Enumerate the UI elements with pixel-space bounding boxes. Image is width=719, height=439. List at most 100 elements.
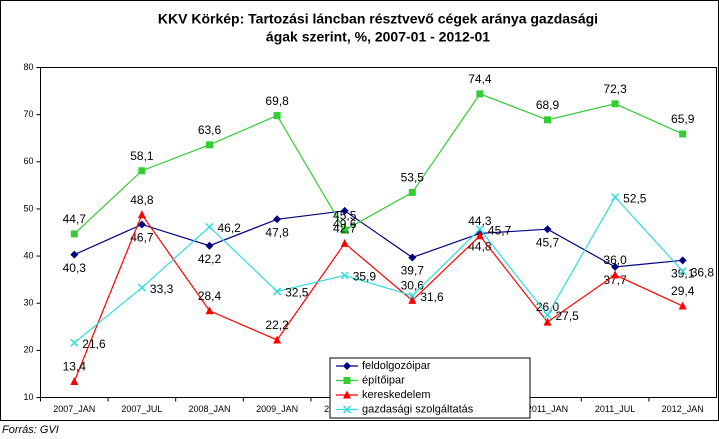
value-label: 13,4 (63, 360, 87, 374)
chart-title: ágak szerint, %, 2007-01 - 2012-01 (266, 29, 490, 45)
point-marker (138, 167, 146, 175)
y-tick-label: 50 (23, 203, 33, 213)
series-line (73, 93, 683, 235)
value-label: 42,2 (198, 252, 222, 266)
value-label: 46,7 (130, 231, 154, 245)
point-marker (408, 253, 417, 262)
point-marker (408, 291, 417, 300)
point-marker (340, 206, 349, 215)
legend-marker (343, 362, 351, 370)
point-marker (137, 210, 146, 219)
point-marker (544, 116, 551, 124)
point-marker (475, 231, 484, 240)
point-marker (678, 256, 687, 265)
point-marker (340, 238, 349, 247)
point-marker (476, 90, 484, 98)
point-marker (611, 262, 620, 271)
value-label: 39,7 (401, 264, 425, 278)
value-label: 39,1 (671, 266, 695, 280)
chart-title: KKV Körkép: Tartozási láncban résztvevő … (158, 11, 598, 27)
value-label: 65,9 (671, 112, 695, 126)
value-label: 29,4 (671, 284, 695, 298)
point-marker (70, 250, 79, 259)
legend-box (329, 357, 531, 419)
y-tick-label: 40 (23, 250, 33, 260)
series-line (73, 213, 683, 382)
point-marker (205, 241, 214, 250)
point-marker (611, 193, 620, 202)
x-tick-label: 2008_JAN (188, 404, 230, 414)
value-label: 72,3 (603, 82, 627, 96)
value-label: 53,5 (401, 171, 425, 185)
value-label: 22,2 (265, 318, 289, 332)
y-tick-label: 60 (23, 156, 33, 166)
point-marker (273, 112, 281, 120)
value-label: 35,9 (353, 270, 377, 284)
y-tick-label: 20 (23, 345, 33, 355)
legend-label: gazdasági szolgáltatás (362, 403, 474, 415)
x-tick-label: 2007_JAN (53, 404, 95, 414)
point-marker (205, 222, 214, 231)
value-label: 36,0 (603, 253, 627, 267)
point-marker (70, 230, 78, 238)
chart-frame (0, 0, 719, 421)
value-label: 69,8 (265, 94, 289, 108)
point-marker (543, 317, 552, 326)
value-label: 45,7 (536, 235, 560, 249)
value-label: 63,6 (198, 123, 222, 137)
series-line (73, 196, 684, 344)
y-tick-label: 30 (23, 298, 33, 308)
point-marker (205, 306, 214, 315)
value-label: 42,7 (333, 222, 357, 236)
point-marker (70, 338, 79, 347)
value-label: 45,7 (488, 223, 512, 237)
value-label: 46,2 (218, 221, 242, 235)
y-tick-label: 70 (23, 109, 33, 119)
legend-label: építőipar (362, 374, 405, 386)
value-label: 58,1 (130, 149, 154, 163)
x-tick-label: 2011_JUL (595, 404, 635, 414)
value-label: 47,8 (265, 225, 289, 239)
point-marker (408, 188, 416, 196)
y-tick-label: 80 (23, 62, 33, 72)
point-marker (340, 271, 349, 280)
point-marker (137, 220, 146, 229)
value-label: 33,3 (150, 282, 174, 296)
point-marker (543, 310, 552, 320)
point-marker (678, 301, 687, 310)
point-marker (273, 335, 282, 344)
x-tick-label: 2012_JAN (662, 404, 704, 414)
point-marker (70, 376, 79, 385)
point-marker (679, 130, 687, 138)
value-label: 27,5 (556, 309, 580, 323)
value-label: 21,6 (82, 337, 106, 351)
point-marker (273, 287, 282, 296)
point-marker (475, 225, 484, 234)
source: Forrás: GVI (2, 424, 59, 436)
value-label: 36,8 (691, 265, 715, 279)
series-line (74, 210, 683, 268)
legend-label: feldolgozóipar (362, 360, 431, 372)
legend-marker (343, 377, 351, 384)
x-tick-label: 2011_JAN (527, 404, 568, 414)
x-tick-label: 2007_JUL (121, 404, 162, 414)
value-label: 32,5 (285, 286, 309, 300)
legend-marker (343, 390, 351, 399)
x-tick-label: 2009_JAN (256, 404, 298, 414)
legend-label: kereskedelem (362, 389, 430, 401)
value-label: 48,8 (130, 193, 154, 207)
value-label: 31,6 (420, 290, 444, 304)
value-label: 44,3 (468, 214, 492, 228)
point-marker (137, 283, 146, 292)
point-marker (543, 225, 552, 234)
y-tick-label: 10 (23, 392, 33, 402)
point-marker (611, 100, 619, 108)
point-marker (206, 141, 213, 149)
value-label: 28,4 (198, 289, 222, 303)
value-label: 44,7 (63, 212, 87, 226)
point-marker (678, 267, 687, 276)
value-label: 37,7 (603, 273, 627, 287)
point-marker (341, 226, 349, 234)
value-label: 68,9 (536, 98, 560, 112)
